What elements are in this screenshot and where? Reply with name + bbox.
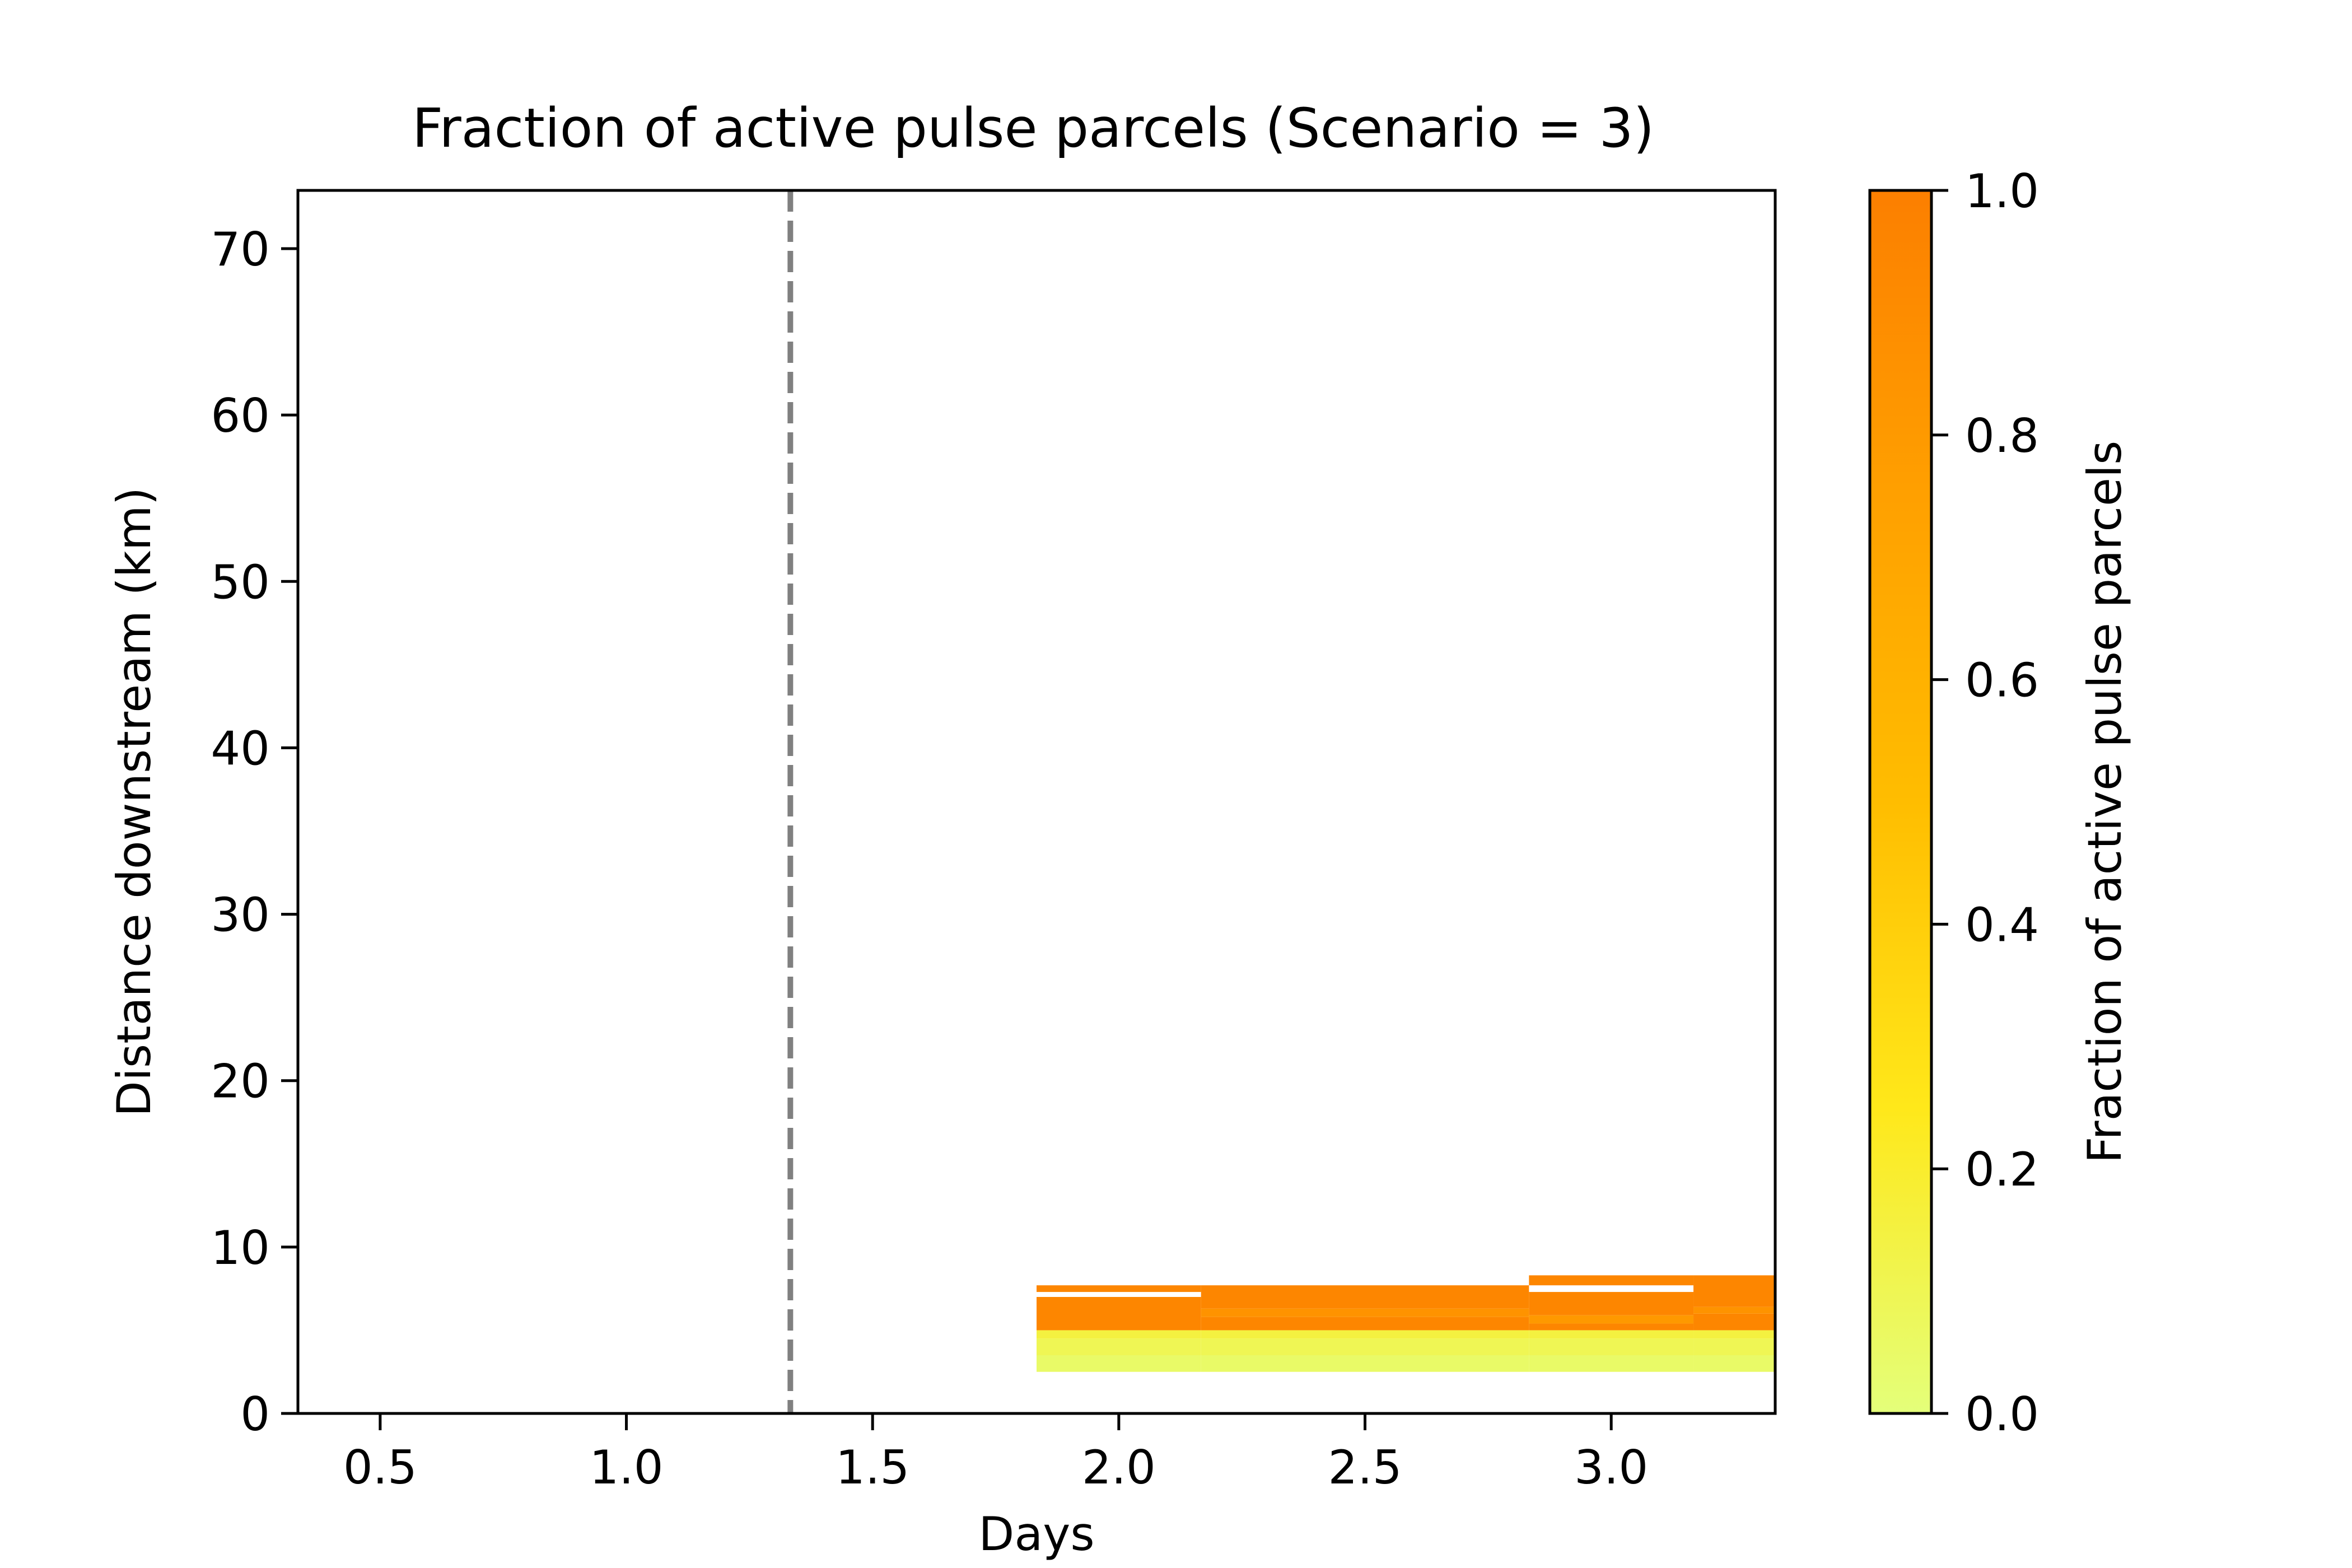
- heatmap-cell: [1693, 1313, 1775, 1331]
- heatmap-cell: [1201, 1355, 1529, 1372]
- heatmap-cell: [1201, 1285, 1529, 1309]
- heatmap-cell: [1037, 1297, 1201, 1331]
- heatmap-cell: [1529, 1355, 1694, 1372]
- colorbar-tick-label: 0.0: [1965, 1387, 2039, 1441]
- heatmap-cell: [1037, 1338, 1201, 1355]
- heatmap-cell: [1201, 1308, 1529, 1317]
- y-tick-label: 10: [211, 1221, 270, 1275]
- y-axis-label: Distance downstream (km): [107, 487, 161, 1117]
- heatmap-cell: [1693, 1355, 1775, 1372]
- y-tick-label: 50: [211, 555, 270, 609]
- heatmap-cell: [1693, 1275, 1775, 1307]
- colorbar-tick-label: 0.6: [1965, 654, 2039, 708]
- y-tick-label: 0: [240, 1387, 270, 1441]
- y-tick-label: 30: [211, 888, 270, 942]
- y-tick-label: 40: [211, 721, 270, 776]
- colorbar: [1868, 189, 1933, 1415]
- heatmap-cell: [1201, 1330, 1529, 1339]
- colorbar-label: Fraction of active pulse parcels: [2078, 441, 2132, 1164]
- y-tick-label: 70: [211, 222, 270, 277]
- x-tick-label: 1.0: [590, 1440, 664, 1495]
- x-axis: 0.5 1.0 1.5 2.0 2.5 3.0: [343, 1413, 1648, 1495]
- chart-title: Fraction of active pulse parcels (Scenar…: [412, 97, 1654, 160]
- heatmap-cell: [1529, 1323, 1694, 1331]
- x-axis-label: Days: [978, 1507, 1094, 1561]
- heatmap-cell: [1529, 1338, 1694, 1355]
- x-tick-label: 2.0: [1082, 1440, 1156, 1495]
- heatmap-cell: [1529, 1315, 1694, 1324]
- colorbar-tick-label: 0.8: [1965, 409, 2039, 463]
- y-tick-label: 60: [211, 389, 270, 443]
- x-tick-label: 1.5: [836, 1440, 909, 1495]
- colorbar-tick-label: 1.0: [1965, 164, 2039, 218]
- heatmap-cell: [1037, 1285, 1201, 1292]
- heatmap-cell: [1201, 1317, 1529, 1331]
- heatmap-cell: [1529, 1330, 1694, 1339]
- heatmap-cell: [1037, 1330, 1201, 1339]
- heatmap-cell: [1529, 1275, 1694, 1286]
- heatmap-cells: [1037, 1275, 1775, 1372]
- colorbar-axis: 0.0 0.2 0.4 0.6 0.8 1.0: [1931, 164, 2039, 1441]
- plot-frame: [296, 189, 1777, 1415]
- heatmap-cell: [1037, 1355, 1201, 1372]
- x-tick-label: 0.5: [343, 1440, 417, 1495]
- colorbar-tick-label: 0.4: [1965, 898, 2039, 952]
- heatmap-cell: [1693, 1338, 1775, 1355]
- y-tick-label: 20: [211, 1054, 270, 1109]
- heatmap-cell: [1693, 1330, 1775, 1339]
- colorbar-tick-label: 0.2: [1965, 1142, 2039, 1197]
- heatmap-cell: [1201, 1338, 1529, 1355]
- heatmap-cell: [1529, 1292, 1694, 1315]
- y-axis: 0 10 20 30 40 50 60 70: [211, 222, 298, 1441]
- x-tick-label: 3.0: [1574, 1440, 1648, 1495]
- x-tick-label: 2.5: [1328, 1440, 1402, 1495]
- heatmap-cell: [1693, 1306, 1775, 1314]
